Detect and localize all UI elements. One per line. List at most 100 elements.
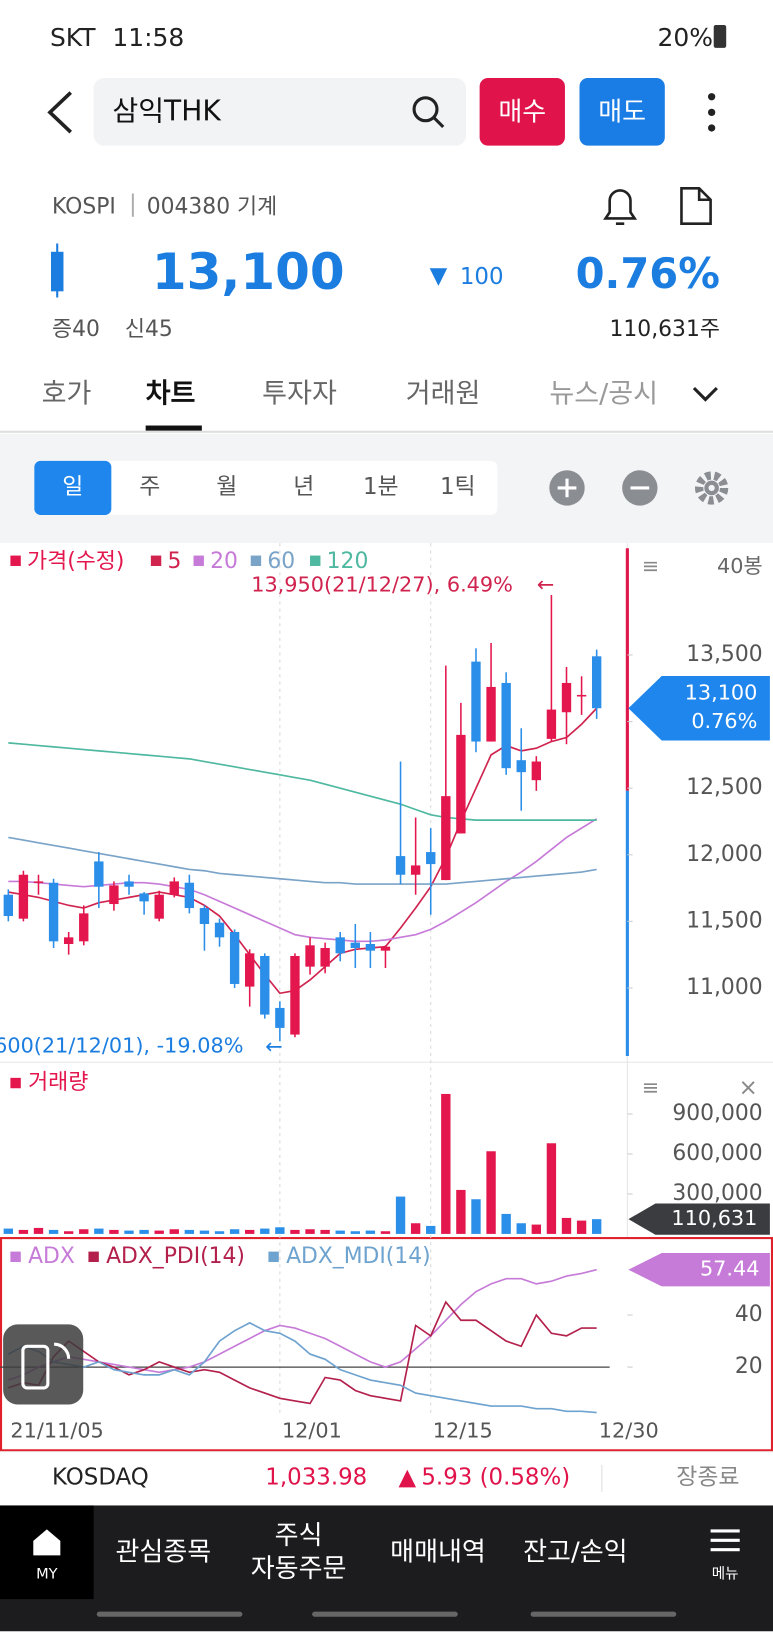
volume-bar — [591, 1219, 602, 1234]
margin-rate: 증40 — [52, 316, 100, 342]
volume-bar — [501, 1213, 511, 1234]
sell-button[interactable]: 매도 — [579, 78, 665, 146]
carrier: SKT — [49, 22, 96, 53]
moving-average — [8, 818, 598, 943]
down-arrow: ▼ — [429, 263, 448, 290]
ticker-bar — [0, 1451, 773, 1507]
chart-tools[interactable] — [547, 468, 734, 510]
index-name: KOSDAQ — [52, 1464, 149, 1491]
y-tick-label: 40 — [735, 1302, 763, 1327]
tab[interactable]: 뉴스/공시 — [549, 380, 659, 408]
y-tick-label: 300,000 — [672, 1181, 762, 1206]
candle-body — [456, 734, 466, 834]
candle-body — [516, 760, 526, 773]
candle-body — [79, 913, 89, 942]
memo-icon[interactable] — [678, 185, 713, 227]
high-arrow: ← — [537, 573, 554, 597]
search-box[interactable] — [93, 78, 467, 146]
battery: 20% — [657, 22, 714, 53]
candle-body — [320, 947, 330, 967]
rotate-icon — [21, 1342, 71, 1390]
rotate-button[interactable] — [3, 1324, 84, 1405]
period[interactable]: 1분 — [362, 474, 399, 501]
volume-bar — [335, 1230, 345, 1234]
divider — [0, 430, 773, 433]
y-tick-label: 12,500 — [686, 775, 762, 800]
volume-bar — [320, 1229, 330, 1234]
chart-bg — [0, 543, 773, 1452]
y-tick-label: 11,000 — [686, 975, 762, 1000]
x-tick-label: 12/15 — [433, 1419, 493, 1443]
back-button[interactable] — [42, 88, 79, 136]
buy-button[interactable]: 매수 — [479, 78, 565, 146]
period[interactable]: 1틱 — [439, 474, 476, 501]
adx-flag-label: 57.44 — [700, 1257, 760, 1281]
battery-icon — [713, 24, 727, 48]
more-button[interactable] — [703, 92, 720, 134]
period[interactable]: 주 — [139, 474, 161, 501]
volume-bar — [546, 1143, 557, 1234]
nav-item[interactable]: 잔고/손익 — [523, 1536, 628, 1567]
nav-item[interactable]: 주식 자동주문 — [250, 1519, 347, 1584]
candle-body — [94, 861, 104, 887]
tabs-expand[interactable] — [691, 383, 720, 404]
legend-label: ADX_PDI(14) — [106, 1244, 245, 1269]
price-flag — [628, 675, 770, 741]
separator: | — [129, 191, 137, 218]
price-flag-rate: 0.76% — [691, 709, 757, 733]
legend-swatch — [150, 555, 162, 566]
tab[interactable]: 투자자 — [262, 378, 337, 410]
x-tick-label: 21/11/05 — [10, 1419, 103, 1443]
search-icon[interactable] — [410, 94, 447, 131]
bar-count: 40봉 — [717, 554, 763, 578]
candle-body — [395, 856, 406, 875]
candle-body — [3, 894, 14, 917]
volume-bar — [441, 1093, 451, 1234]
volume-bar — [79, 1229, 89, 1234]
period[interactable]: 년 — [293, 474, 315, 501]
legend-swatch — [310, 555, 321, 566]
nav-item[interactable]: 매매내역 — [390, 1536, 486, 1567]
volume-bar — [456, 1189, 466, 1234]
menu-icon — [710, 1529, 740, 1552]
volume-bar — [471, 1199, 481, 1234]
nav-item[interactable]: MY — [36, 1565, 58, 1583]
candle-body — [486, 686, 496, 742]
market: KOSPI — [52, 193, 116, 219]
y-tick-label: 13,500 — [686, 642, 762, 667]
candle-body — [561, 682, 572, 713]
nav-item[interactable]: 메뉴 — [711, 1565, 739, 1583]
tab[interactable]: 호가 — [41, 378, 92, 410]
period-active[interactable]: 일 — [34, 460, 112, 515]
volume-bar — [229, 1229, 240, 1234]
volume-bar — [576, 1220, 587, 1234]
market-status: 장종료 — [676, 1464, 740, 1491]
candle-body — [426, 852, 436, 865]
candle-body — [365, 943, 376, 951]
price: 13,100 — [151, 243, 345, 302]
tab[interactable]: 거래원 — [405, 378, 481, 410]
selected-panel — [0, 1237, 773, 1452]
moving-average — [8, 742, 597, 821]
candle-body — [576, 694, 587, 697]
legend-label: 20 — [210, 549, 238, 574]
candle-body — [245, 953, 255, 987]
nav-item[interactable]: 관심종목 — [115, 1536, 212, 1567]
alert-icon[interactable] — [599, 185, 641, 229]
candle-body — [471, 661, 481, 742]
candle-body — [380, 946, 391, 951]
x-tick-label: 12/30 — [599, 1419, 659, 1443]
tab-active[interactable]: 차트 — [145, 378, 196, 410]
candle-body — [139, 893, 149, 902]
candle-body — [63, 937, 74, 944]
nav-bar — [0, 1505, 773, 1632]
volume-bar — [275, 1227, 285, 1234]
price-flag-price: 13,100 — [685, 681, 758, 705]
volume-bar — [486, 1151, 496, 1234]
moving-average — [8, 836, 597, 885]
volume-bar — [63, 1231, 74, 1234]
y-tick-label: 600,000 — [672, 1141, 762, 1166]
candle-body — [18, 874, 29, 919]
period[interactable]: 월 — [216, 474, 238, 501]
